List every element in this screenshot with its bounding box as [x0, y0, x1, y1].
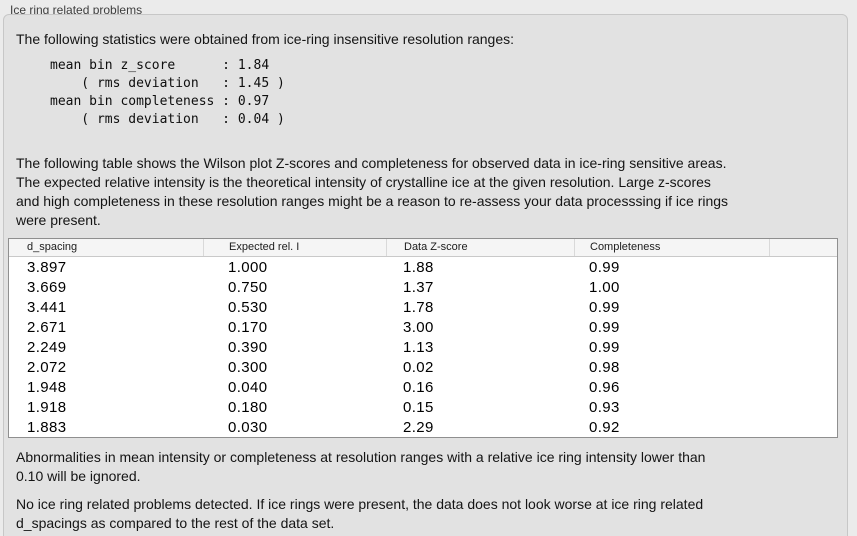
table-cell: 1.37: [403, 278, 434, 296]
table-cell: 0.030: [228, 418, 268, 436]
table-cell: 3.00: [403, 318, 434, 336]
table-body: 3.897 1.000 1.88 0.99 3.669 0.750 1.37 1.00 3.44…: [9, 257, 837, 437]
column-header-expected-rel-i[interactable]: Expected rel. I: [203, 239, 386, 256]
table-cell: 0.15: [403, 398, 434, 416]
table-cell: 2.249: [27, 338, 67, 356]
column-header-empty[interactable]: [769, 239, 837, 256]
table-cell: 0.170: [228, 318, 268, 336]
groupbox-title: Ice ring related problems: [10, 3, 143, 17]
intro-text: The following statistics were obtained f…: [16, 31, 515, 47]
ice-ring-table[interactable]: d_spacing Expected rel. I Data Z-score Comp…: [8, 238, 838, 438]
table-cell: 0.040: [228, 378, 268, 396]
column-header-d-spacing[interactable]: d_spacing: [27, 241, 78, 253]
table-cell: 1.88: [403, 258, 434, 276]
description-text: The following table shows the Wilson plo…: [16, 155, 729, 228]
column-header-data-z-score[interactable]: Data Z-score: [386, 239, 574, 256]
table-cell: 0.99: [589, 258, 620, 276]
statistics-block: mean bin z_score : 1.84 ( rms deviation …: [50, 58, 285, 127]
table-cell: 0.99: [589, 298, 620, 316]
table-cell: 0.99: [589, 338, 620, 356]
table-row[interactable]: 3.897 1.000 1.88 0.99: [9, 257, 837, 277]
table-cell: 2.29: [403, 418, 434, 436]
table-row[interactable]: 2.671 0.170 3.00 0.99: [9, 317, 837, 337]
table-cell: 0.99: [589, 318, 620, 336]
table-cell: 0.02: [403, 358, 434, 376]
table-cell: 0.93: [589, 398, 620, 416]
table-cell: 0.750: [228, 278, 268, 296]
table-cell: 1.78: [403, 298, 434, 316]
table-cell: 0.390: [228, 338, 268, 356]
ignore-note-text: Abnormalities in mean intensity or compl…: [16, 449, 706, 484]
table-header-row: d_spacing Expected rel. I Data Z-score Comp…: [9, 239, 837, 257]
table-cell: 0.92: [589, 418, 620, 436]
column-header-completeness[interactable]: Completeness: [574, 239, 769, 256]
table-cell: 3.897: [27, 258, 67, 276]
table-cell: 1.918: [27, 398, 67, 416]
table-row[interactable]: 2.249 0.390 1.13 0.99: [9, 337, 837, 357]
table-row[interactable]: 1.883 0.030 2.29 0.92: [9, 417, 837, 437]
table-cell: 3.669: [27, 278, 67, 296]
table-row[interactable]: 2.072 0.300 0.02 0.98: [9, 357, 837, 377]
table-cell: 2.072: [27, 358, 67, 376]
table-cell: 0.98: [589, 358, 620, 376]
table-cell: 0.16: [403, 378, 434, 396]
table-cell: 1.00: [589, 278, 620, 296]
table-cell: 1.13: [403, 338, 434, 356]
table-cell: 0.530: [228, 298, 268, 316]
table-cell: 0.180: [228, 398, 268, 416]
table-cell: 1.883: [27, 418, 67, 436]
result-note-text: No ice ring related problems detected. I…: [16, 496, 704, 531]
table-row[interactable]: 3.441 0.530 1.78 0.99: [9, 297, 837, 317]
table-cell: 0.96: [589, 378, 620, 396]
table-cell: 2.671: [27, 318, 67, 336]
table-row[interactable]: 1.948 0.040 0.16 0.96: [9, 377, 837, 397]
table-cell: 3.441: [27, 298, 67, 316]
table-cell: 0.300: [228, 358, 268, 376]
table-cell: 1.948: [27, 378, 67, 396]
table-row[interactable]: 3.669 0.750 1.37 1.00: [9, 277, 837, 297]
table-row[interactable]: 1.918 0.180 0.15 0.93: [9, 397, 837, 417]
table-cell: 1.000: [228, 258, 268, 276]
